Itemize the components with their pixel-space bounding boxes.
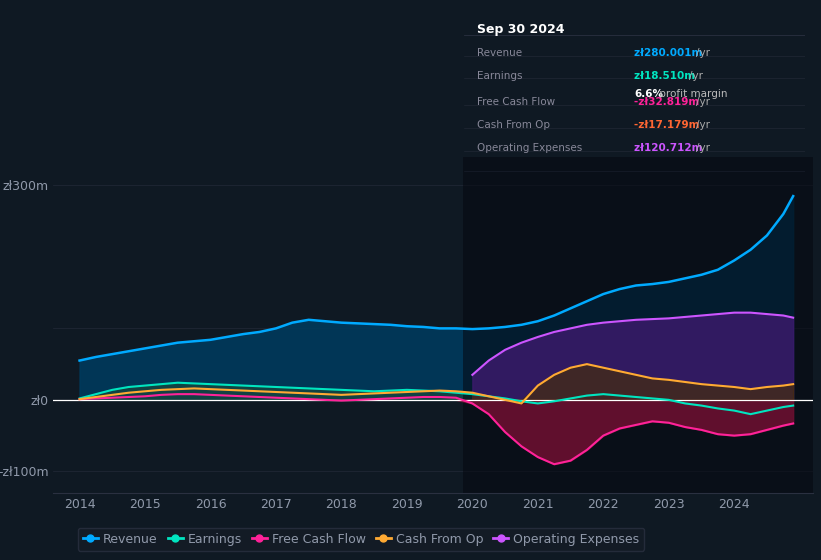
Text: Cash From Op: Cash From Op xyxy=(478,120,551,130)
Text: /yr: /yr xyxy=(695,48,709,58)
Text: profit margin: profit margin xyxy=(656,89,728,99)
Text: Operating Expenses: Operating Expenses xyxy=(478,143,583,153)
Text: /yr: /yr xyxy=(695,143,709,153)
Text: Sep 30 2024: Sep 30 2024 xyxy=(478,23,565,36)
Text: zł120.712m: zł120.712m xyxy=(635,143,706,153)
Legend: Revenue, Earnings, Free Cash Flow, Cash From Op, Operating Expenses: Revenue, Earnings, Free Cash Flow, Cash … xyxy=(78,528,644,551)
Text: Earnings: Earnings xyxy=(478,71,523,81)
Text: -zł32.819m: -zł32.819m xyxy=(635,97,703,107)
Text: Revenue: Revenue xyxy=(478,48,523,58)
Text: /yr: /yr xyxy=(695,120,709,130)
Text: zł18.510m: zł18.510m xyxy=(635,71,699,81)
Text: zł280.001m: zł280.001m xyxy=(635,48,706,58)
Text: Free Cash Flow: Free Cash Flow xyxy=(478,97,556,107)
Text: /yr: /yr xyxy=(690,71,704,81)
Text: -zł17.179m: -zł17.179m xyxy=(635,120,704,130)
Bar xyxy=(462,157,821,493)
Text: 6.6%: 6.6% xyxy=(635,89,663,99)
Text: /yr: /yr xyxy=(695,97,709,107)
